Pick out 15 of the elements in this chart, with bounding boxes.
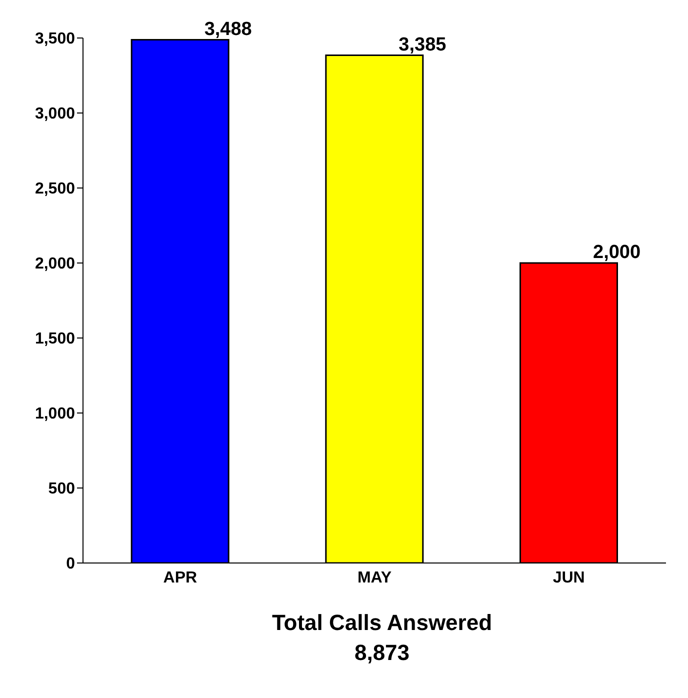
y-tick-label: 1,000 (34, 406, 76, 423)
y-tick-label: 1,500 (34, 330, 76, 348)
y-tick-label: 0 (66, 556, 76, 573)
x-tick-label: MAY (357, 569, 392, 586)
data-label: 3,385 (398, 34, 447, 56)
y-tick-label: 2,000 (34, 256, 76, 273)
y-tick-label: 500 (48, 480, 76, 498)
x-tick-label: JUN (552, 569, 585, 586)
data-label: 3,488 (204, 18, 252, 40)
y-tick-label: 2,500 (34, 180, 76, 198)
y-tick-label: 3,000 (34, 106, 76, 123)
data-label: 2,000 (593, 242, 641, 263)
y-tick-label: 3,500 (34, 30, 76, 48)
x-tick-label: APR (163, 569, 198, 586)
x-axis-title: Total Calls Answered 8,873 (270, 609, 494, 667)
